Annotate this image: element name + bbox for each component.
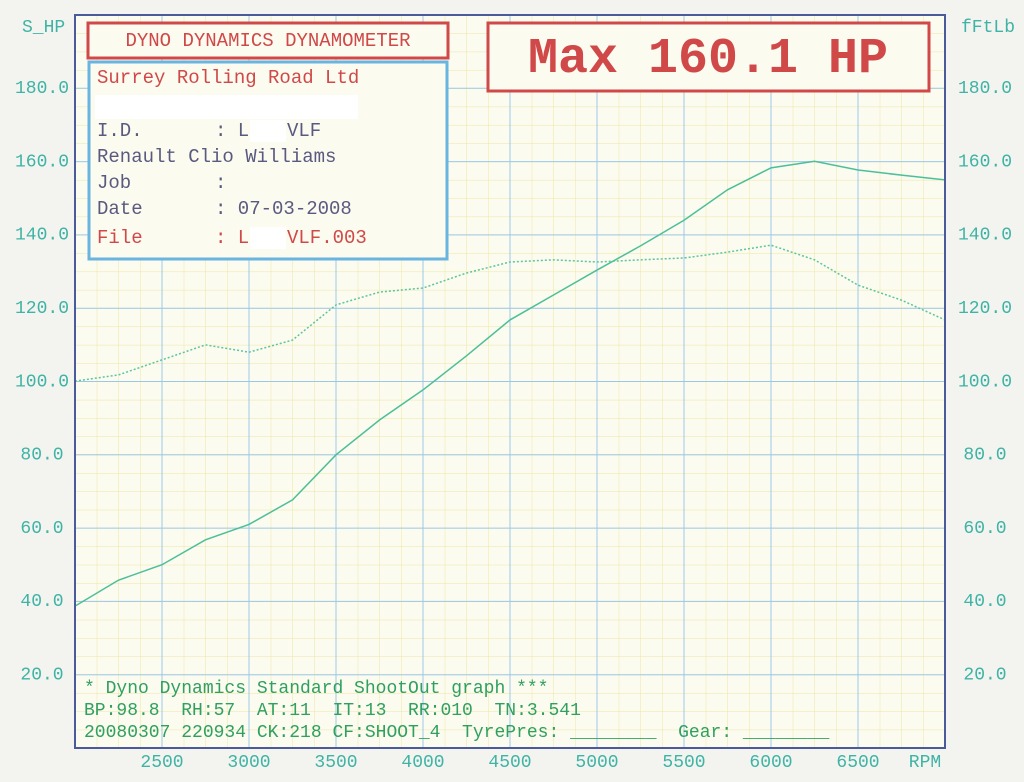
headline: Max 160.1 HP bbox=[528, 31, 888, 88]
x-tick-label: 2500 bbox=[140, 753, 183, 773]
info-text: File bbox=[97, 227, 143, 249]
y2-tick-label: 20.0 bbox=[963, 665, 1006, 685]
info-text: : L bbox=[215, 227, 249, 249]
x-tick-label: 4500 bbox=[488, 753, 531, 773]
x-tick-label: 5500 bbox=[662, 753, 705, 773]
y2-tick-label: 140.0 bbox=[958, 226, 1012, 246]
y-tick-label: 180.0 bbox=[15, 79, 69, 99]
y2-tick-label: 160.0 bbox=[958, 152, 1012, 172]
x-tick-label: 6000 bbox=[749, 753, 792, 773]
y-tick-label: 60.0 bbox=[20, 519, 63, 539]
info-text: I.D. bbox=[97, 120, 143, 142]
footer-text: BP:98.8 RH:57 AT:11 IT:13 RR:010 TN:3.54… bbox=[84, 701, 581, 721]
data-line bbox=[74, 244, 946, 382]
info-text: : L bbox=[215, 120, 249, 142]
y2-tick-label: 100.0 bbox=[958, 372, 1012, 392]
y-tick-label: 160.0 bbox=[15, 152, 69, 172]
redaction bbox=[250, 227, 286, 249]
headline-box bbox=[486, 21, 931, 93]
info-text: VLF bbox=[287, 120, 321, 142]
y-tick-label: 140.0 bbox=[15, 226, 69, 246]
info-text: VLF.003 bbox=[287, 227, 367, 249]
y-axis-label: S_HP bbox=[22, 18, 65, 38]
y2-tick-label: 60.0 bbox=[963, 519, 1006, 539]
y2-tick-label: 120.0 bbox=[958, 299, 1012, 319]
redaction bbox=[95, 95, 358, 119]
info-text: : bbox=[215, 172, 226, 194]
x-tick-label: 6500 bbox=[836, 753, 879, 773]
plot-border bbox=[74, 14, 946, 749]
x-tick-label: 3500 bbox=[314, 753, 357, 773]
company: Surrey Rolling Road Ltd bbox=[97, 67, 359, 89]
header: DYNO DYNAMICS DYNAMOMETER bbox=[125, 30, 410, 52]
header-box bbox=[86, 21, 450, 60]
y2-tick-label: 40.0 bbox=[963, 592, 1006, 612]
info-box bbox=[87, 60, 449, 261]
y2-axis-label: fFtLb bbox=[961, 18, 1015, 38]
x-axis-label: RPM bbox=[909, 753, 941, 773]
y-tick-label: 120.0 bbox=[15, 299, 69, 319]
y2-tick-label: 80.0 bbox=[963, 446, 1006, 466]
y-tick-label: 40.0 bbox=[20, 592, 63, 612]
y2-tick-label: 180.0 bbox=[958, 79, 1012, 99]
y-tick-label: 100.0 bbox=[15, 372, 69, 392]
info-text: Renault Clio Williams bbox=[97, 146, 336, 168]
x-tick-label: 4000 bbox=[401, 753, 444, 773]
y-tick-label: 20.0 bbox=[20, 665, 63, 685]
footer-text: * Dyno Dynamics Standard ShootOut graph … bbox=[84, 679, 548, 699]
x-tick-label: 3000 bbox=[227, 753, 270, 773]
footer-text: 20080307 220934 CK:218 CF:SHOOT_4 TyrePr… bbox=[84, 723, 830, 743]
x-tick-label: 5000 bbox=[575, 753, 618, 773]
info-text: : 07-03-2008 bbox=[215, 198, 352, 220]
info-text: Job bbox=[97, 172, 131, 194]
data-line bbox=[74, 160, 946, 607]
y-tick-label: 80.0 bbox=[20, 446, 63, 466]
info-text: Date bbox=[97, 198, 143, 220]
redaction bbox=[250, 120, 286, 142]
